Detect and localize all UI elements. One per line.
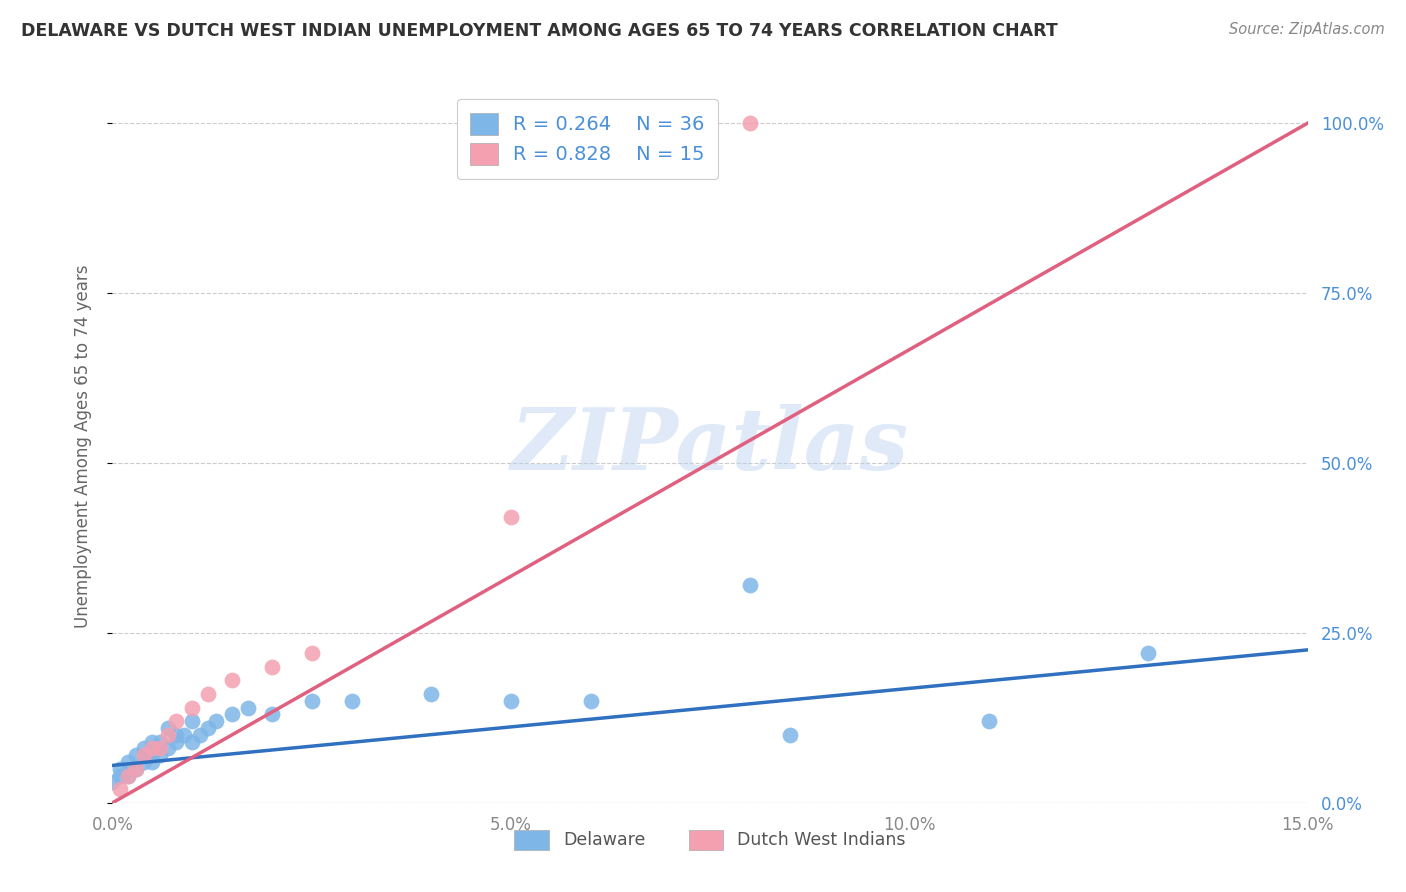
Point [157, 741, 180, 756]
Point [101, 775, 124, 789]
Point [197, 687, 219, 701]
Point [499, 510, 522, 524]
Point [301, 694, 323, 708]
Point [134, 748, 156, 763]
Point [221, 673, 243, 688]
Point [117, 769, 139, 783]
Point [110, 782, 132, 797]
Point [579, 694, 602, 708]
Point [301, 646, 323, 660]
Point [165, 734, 187, 748]
Point [197, 721, 219, 735]
Point [977, 714, 1000, 729]
Point [141, 755, 163, 769]
Point [420, 687, 443, 701]
Point [165, 728, 187, 742]
Point [125, 762, 148, 776]
Point [499, 694, 522, 708]
Text: Source: ZipAtlas.com: Source: ZipAtlas.com [1229, 22, 1385, 37]
Point [125, 748, 148, 763]
Point [157, 721, 180, 735]
Point [221, 707, 243, 722]
Point [260, 707, 283, 722]
Point [738, 578, 761, 592]
Point [340, 694, 363, 708]
Point [165, 714, 187, 729]
Point [260, 660, 283, 674]
Point [181, 714, 204, 729]
Point [738, 116, 761, 130]
Point [188, 728, 211, 742]
Point [149, 741, 172, 756]
Text: DELAWARE VS DUTCH WEST INDIAN UNEMPLOYMENT AMONG AGES 65 TO 74 YEARS CORRELATION: DELAWARE VS DUTCH WEST INDIAN UNEMPLOYME… [21, 22, 1057, 40]
Point [149, 748, 172, 763]
Point [1137, 646, 1160, 660]
Point [205, 714, 228, 729]
Point [181, 734, 204, 748]
Point [157, 728, 180, 742]
Point [779, 728, 801, 742]
Point [110, 769, 132, 783]
Legend: Delaware, Dutch West Indians: Delaware, Dutch West Indians [506, 821, 914, 858]
Point [181, 700, 204, 714]
Point [110, 762, 132, 776]
Point [236, 700, 259, 714]
Point [125, 762, 148, 776]
Point [173, 728, 195, 742]
Point [141, 741, 163, 756]
Point [141, 748, 163, 763]
Point [134, 755, 156, 769]
Point [149, 734, 172, 748]
Point [117, 755, 139, 769]
Text: ZIPatlas: ZIPatlas [510, 404, 910, 488]
Y-axis label: Unemployment Among Ages 65 to 74 years: Unemployment Among Ages 65 to 74 years [73, 264, 91, 628]
Point [141, 734, 163, 748]
Point [134, 741, 156, 756]
Point [117, 769, 139, 783]
